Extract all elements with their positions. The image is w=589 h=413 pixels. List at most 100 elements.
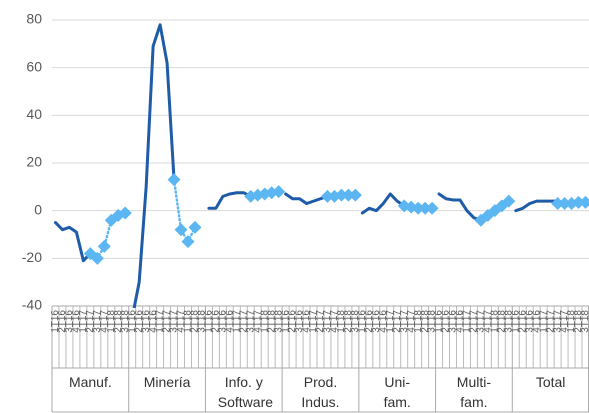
diamond-marker: [418, 201, 432, 215]
x-tick-label: 1T17: [78, 310, 89, 333]
x-tick-label: 1T18: [566, 310, 577, 333]
x-tick-label: 4T16: [378, 310, 389, 333]
x-tick-label: 3T16: [141, 310, 152, 333]
x-tick-label: 1T17: [385, 310, 396, 333]
x-tick-label: 1T18: [183, 310, 194, 333]
x-tick-label: 1T16: [434, 310, 445, 333]
x-tick-label: 1T18: [259, 310, 270, 333]
x-tick-label: 3T16: [371, 310, 382, 333]
x-tick-label: 4T17: [99, 310, 110, 333]
x-tick-label: 2T17: [162, 310, 173, 333]
y-tick-label: 80: [26, 11, 42, 27]
diamond-marker: [174, 223, 188, 237]
diamond-marker: [90, 251, 104, 265]
x-tick-label: 4T17: [483, 310, 494, 333]
x-tick-label: 1T17: [462, 310, 473, 333]
diamond-marker: [411, 201, 425, 215]
y-tick-label: -40: [22, 297, 42, 313]
diamond-marker: [97, 239, 111, 253]
x-tick-label: 2T16: [364, 310, 375, 333]
x-tick-label: 3T17: [552, 310, 563, 333]
x-tick-label: 3T18: [197, 310, 208, 333]
x-tick-label: 1T18: [489, 310, 500, 333]
diamond-marker: [558, 197, 572, 211]
x-tick-label: 3T16: [448, 310, 459, 333]
x-tick-label: 2T18: [266, 310, 277, 333]
x-tick-label: 4T16: [224, 310, 235, 333]
x-tick-label: 4T17: [176, 310, 187, 333]
x-tick-label: 2T16: [211, 310, 222, 333]
x-tick-label: 4T17: [329, 310, 340, 333]
x-tick-label: 3T16: [218, 310, 229, 333]
x-tick-label: 2T17: [545, 310, 556, 333]
x-tick-label: 1T16: [280, 310, 291, 333]
diamond-marker: [167, 173, 181, 187]
x-tick-label: 3T17: [169, 310, 180, 333]
x-tick-label: 2T16: [517, 310, 528, 333]
series-line: [89, 178, 587, 260]
x-tick-label: 1T16: [204, 310, 215, 333]
diamond-marker: [425, 201, 439, 215]
diamond-marker: [572, 195, 586, 209]
y-tick-label: -20: [22, 249, 42, 265]
x-tick-label: 1T18: [106, 310, 117, 333]
diamond-marker: [320, 189, 334, 203]
diamond-marker: [334, 188, 348, 202]
x-tick-label: 3T16: [294, 310, 305, 333]
x-tick-label: 3T16: [524, 310, 535, 333]
x-tick-label: 2T18: [190, 310, 201, 333]
group-label: Multi-fam.: [456, 374, 492, 410]
group-label: Info. y Software: [217, 374, 274, 410]
x-tick-label: 1T18: [336, 310, 347, 333]
x-tick-label: 2T16: [57, 310, 68, 333]
x-tick-label: 3T18: [120, 310, 131, 333]
group-label: Total: [535, 374, 566, 390]
x-tick-label: 2T16: [287, 310, 298, 333]
x-tick-label: 2T16: [441, 310, 452, 333]
x-tick-label: 3T17: [322, 310, 333, 333]
diamond-marker: [341, 188, 355, 202]
x-tick-label: 3T18: [580, 310, 589, 333]
x-tick-label: 4T17: [252, 310, 263, 333]
x-tick-label: 3T17: [245, 310, 256, 333]
x-tick-label: 3T17: [92, 310, 103, 333]
x-tick-label: 3T18: [503, 310, 514, 333]
x-tick-label: 3T17: [476, 310, 487, 333]
diamond-marker: [181, 235, 195, 249]
x-tick-label: 1T16: [127, 310, 138, 333]
x-tick-label: 4T17: [559, 310, 570, 333]
x-tick-label: 1T16: [357, 310, 368, 333]
x-tick-label: 2T16: [134, 310, 145, 333]
x-tick-label: 2T18: [343, 310, 354, 333]
group-label: Manuf.: [68, 374, 112, 390]
x-tick-label: 2T17: [392, 310, 403, 333]
x-tick-label: 4T17: [406, 310, 417, 333]
diamond-marker: [272, 185, 286, 199]
y-tick-label: 0: [34, 201, 42, 217]
x-tick-label: 1T16: [510, 310, 521, 333]
x-tick-label: 3T18: [273, 310, 284, 333]
x-tick-label: 3T18: [427, 310, 438, 333]
diamond-marker: [551, 197, 565, 211]
x-tick-label: 1T17: [538, 310, 549, 333]
x-tick-label: 1T17: [308, 310, 319, 333]
diamond-marker: [188, 220, 202, 234]
x-tick-label: 2T18: [420, 310, 431, 333]
x-tick-label: 2T17: [238, 310, 249, 333]
x-tick-label: 2T18: [113, 310, 124, 333]
x-tick-label: 1T17: [231, 310, 242, 333]
x-tick-label: 4T16: [148, 310, 159, 333]
x-tick-label: 3T16: [64, 310, 75, 333]
x-tick-label: 3T17: [399, 310, 410, 333]
diamond-marker: [348, 188, 362, 202]
group-label: Minería: [143, 374, 191, 390]
y-tick-label: 20: [26, 154, 42, 170]
series-line: [53, 23, 560, 308]
x-tick-label: 4T16: [455, 310, 466, 333]
x-tick-label: 2T17: [85, 310, 96, 333]
diamond-marker: [83, 247, 97, 261]
x-tick-label: 2T17: [315, 310, 326, 333]
diamond-marker: [118, 206, 132, 220]
x-tick-label: 1T17: [155, 310, 166, 333]
